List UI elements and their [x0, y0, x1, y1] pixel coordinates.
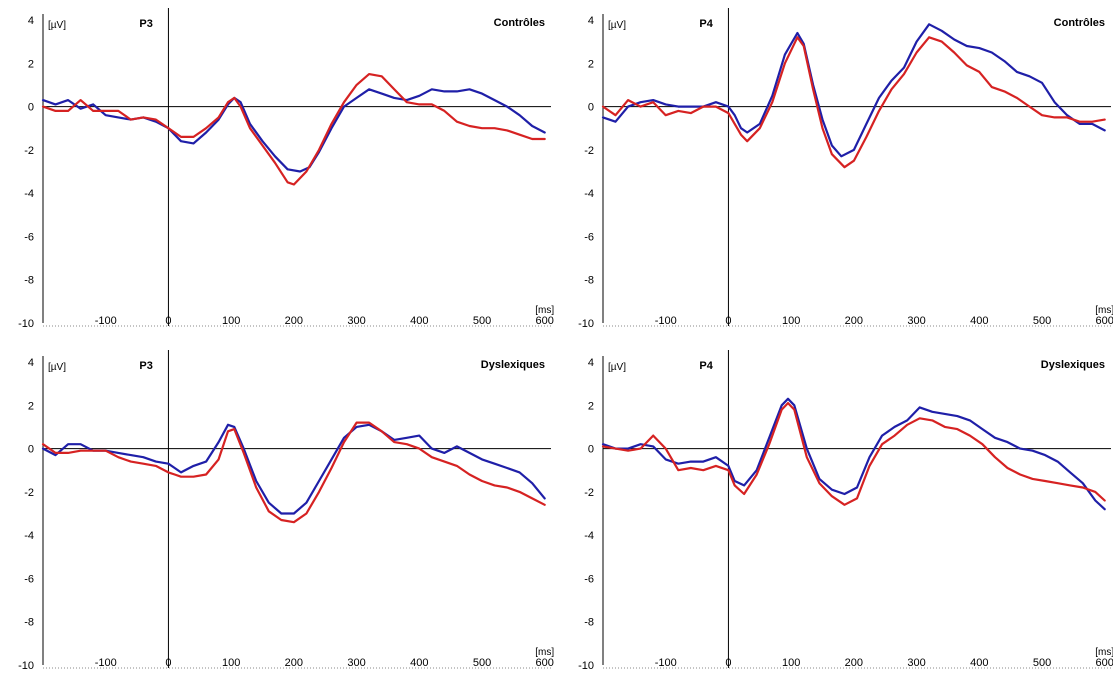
x-tick-label: 200: [845, 657, 863, 669]
x-tick-label: 300: [907, 315, 925, 327]
y-tick-label: 2: [588, 400, 594, 412]
y-unit-label: [µV]: [48, 362, 66, 373]
x-unit-label: [ms]: [535, 305, 554, 316]
x-tick-label: 100: [222, 315, 240, 327]
x-tick-label: 200: [285, 315, 303, 327]
y-tick-label: 2: [588, 58, 594, 70]
y-unit-label: [µV]: [608, 20, 626, 31]
erp-line-blue: [601, 23, 1106, 158]
y-tick-label: -4: [24, 188, 34, 200]
y-tick-label: -10: [18, 660, 34, 672]
x-tick-label: -100: [95, 315, 117, 327]
erp-line-red: [41, 73, 546, 186]
y-tick-label: 0: [28, 102, 34, 114]
x-tick-label: 500: [1033, 315, 1051, 327]
y-tick-label: 4: [28, 357, 34, 369]
erp-line-red: [41, 421, 546, 524]
electrode-label: P3: [139, 360, 152, 372]
erp-line-blue: [41, 88, 546, 173]
y-tick-label: -10: [578, 318, 594, 330]
group-label: Contrôles: [1054, 17, 1105, 29]
x-tick-label: 600: [1096, 315, 1113, 327]
y-tick-label: -8: [584, 617, 594, 629]
x-tick-label: 0: [725, 315, 731, 327]
electrode-label: P4: [699, 360, 713, 372]
x-tick-label: 400: [970, 315, 988, 327]
x-tick-label: 500: [1033, 657, 1051, 669]
erp-line-blue: [41, 423, 546, 515]
y-tick-label: 4: [28, 15, 34, 27]
x-tick-label: -100: [655, 315, 677, 327]
y-tick-label: 2: [28, 58, 34, 70]
y-tick-label: -4: [24, 530, 34, 542]
x-tick-label: 600: [1096, 657, 1113, 669]
y-tick-label: 4: [588, 357, 594, 369]
y-tick-label: -6: [24, 231, 34, 243]
electrode-label: P4: [699, 18, 713, 30]
y-tick-label: 0: [588, 444, 594, 456]
x-tick-label: -100: [655, 657, 677, 669]
y-tick-label: -2: [584, 487, 594, 499]
y-tick-label: -2: [24, 145, 34, 157]
x-tick-label: 0: [725, 657, 731, 669]
x-unit-label: [ms]: [1095, 305, 1113, 316]
y-tick-label: -2: [584, 145, 594, 157]
x-tick-label: 0: [165, 657, 171, 669]
x-tick-label: 500: [473, 315, 491, 327]
x-tick-label: -100: [95, 657, 117, 669]
y-tick-label: -10: [578, 660, 594, 672]
y-tick-label: -10: [18, 318, 34, 330]
y-unit-label: [µV]: [48, 20, 66, 31]
y-tick-label: 0: [28, 444, 34, 456]
y-tick-label: -6: [584, 573, 594, 585]
group-label: Contrôles: [494, 17, 545, 29]
y-tick-label: 2: [28, 400, 34, 412]
x-tick-label: 400: [970, 657, 988, 669]
x-tick-label: 300: [907, 657, 925, 669]
erp-line-red: [601, 36, 1106, 169]
y-tick-label: -4: [584, 530, 594, 542]
x-tick-label: 100: [222, 657, 240, 669]
y-tick-label: 0: [588, 102, 594, 114]
y-tick-label: -2: [24, 487, 34, 499]
y-tick-label: -6: [24, 573, 34, 585]
group-label: Dyslexiques: [481, 359, 545, 371]
x-tick-label: 100: [782, 657, 800, 669]
y-tick-label: -8: [24, 617, 34, 629]
y-unit-label: [µV]: [608, 362, 626, 373]
x-unit-label: [ms]: [535, 647, 554, 658]
x-tick-label: 400: [410, 315, 428, 327]
x-tick-label: 500: [473, 657, 491, 669]
y-tick-label: -8: [24, 275, 34, 287]
electrode-label: P3: [139, 18, 152, 30]
x-tick-label: 0: [165, 315, 171, 327]
x-tick-label: 400: [410, 657, 428, 669]
y-tick-label: -8: [584, 275, 594, 287]
x-tick-label: 200: [285, 657, 303, 669]
x-tick-label: 600: [536, 315, 554, 327]
x-unit-label: [ms]: [1095, 647, 1113, 658]
erp-line-blue: [601, 397, 1106, 511]
x-tick-label: 600: [536, 657, 554, 669]
erp-line-red: [601, 402, 1106, 506]
y-tick-label: -6: [584, 231, 594, 243]
x-tick-label: 300: [347, 657, 365, 669]
x-tick-label: 200: [845, 315, 863, 327]
x-tick-label: 100: [782, 315, 800, 327]
x-tick-label: 300: [347, 315, 365, 327]
y-tick-label: -4: [584, 188, 594, 200]
group-label: Dyslexiques: [1041, 359, 1105, 371]
y-tick-label: 4: [588, 15, 594, 27]
